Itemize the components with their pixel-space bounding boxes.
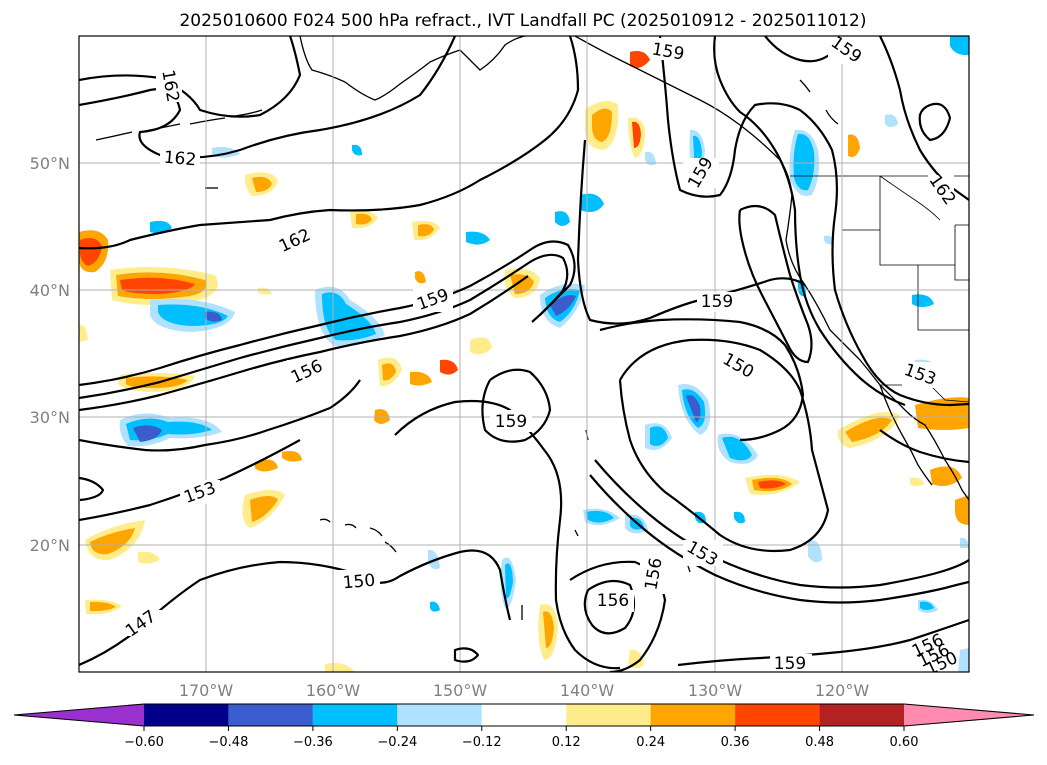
colorbar-tick-label: 0.48	[805, 735, 834, 750]
colorbar-swatch	[819, 704, 904, 726]
colorbar: −0.60 −0.48 −0.36 −0.24 −0.12 0.12 0.24 0.36 0.4…	[13, 703, 1035, 750]
longitude-ticks: 170°W 160°W 150°W 140°W 130°W 120°W	[179, 681, 870, 700]
contour-label: 150	[342, 571, 376, 594]
colorbar-swatch	[312, 704, 398, 726]
contour-label: 159	[495, 412, 527, 432]
contour-label: 159	[774, 654, 806, 674]
lon-tick: 150°W	[433, 681, 488, 700]
colorbar-swatch	[735, 704, 820, 726]
colorbar-extend-high	[904, 704, 1034, 726]
colorbar-swatch	[397, 704, 482, 726]
contour-label: 156	[597, 591, 629, 611]
colorbar-tick-label: 0.60	[890, 735, 919, 750]
colorbar-swatch	[566, 704, 651, 726]
colorbar-tick-label: 0.24	[636, 735, 665, 750]
refractivity-contours	[79, 36, 969, 672]
lat-tick: 20°N	[30, 536, 70, 555]
map-frame	[78, 35, 970, 673]
lon-tick: 130°W	[688, 681, 743, 700]
colorbar-extend-low	[14, 704, 144, 726]
contour-label: 159	[701, 292, 733, 312]
colorbar-tick-label: 0.36	[721, 735, 750, 750]
colorbar-swatch	[144, 704, 229, 726]
colorbar-swatch	[481, 704, 567, 726]
colorbar-tick-label: −0.24	[377, 735, 417, 750]
lat-tick: 50°N	[30, 154, 70, 173]
lat-tick: 40°N	[30, 281, 70, 300]
colorbar-tick-label: −0.36	[293, 735, 333, 750]
map-panel: 162 162 162 162 159 159 159 159 159 159 …	[79, 36, 969, 674]
gridlines	[79, 36, 969, 672]
map-title: 2025010600 F024 500 hPa refract., IVT La…	[179, 11, 866, 31]
colorbar-tick-label: 0.12	[552, 735, 581, 750]
colorbar-tick-label: −0.60	[124, 735, 164, 750]
contour-labels: 162 162 162 162 159 159 159 159 159 159 …	[120, 36, 961, 674]
lon-tick: 140°W	[560, 681, 615, 700]
latitude-ticks: 50°N 40°N 30°N 20°N	[30, 154, 70, 555]
colorbar-swatch	[228, 704, 313, 726]
colorbar-tick-label: −0.12	[462, 735, 502, 750]
lon-tick: 160°W	[306, 681, 361, 700]
lat-tick: 30°N	[30, 408, 70, 427]
contour-label: 162	[163, 148, 197, 171]
colorbar-tick-label: −0.48	[209, 735, 249, 750]
colorbar-swatch	[650, 704, 736, 726]
lon-tick: 170°W	[179, 681, 234, 700]
lon-tick: 120°W	[815, 681, 870, 700]
